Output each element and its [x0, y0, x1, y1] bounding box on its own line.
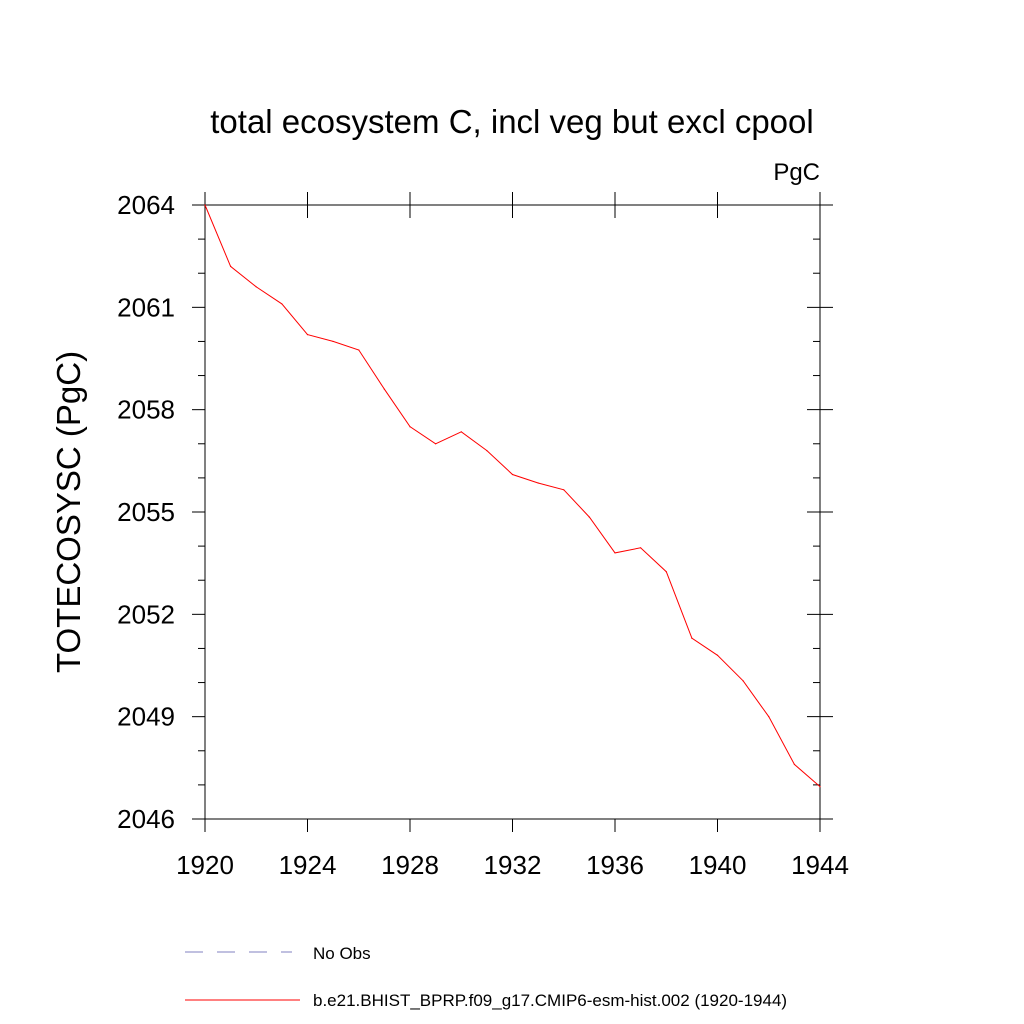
data-point — [230, 265, 232, 267]
data-point — [614, 552, 616, 554]
x-tick-label: 1944 — [791, 850, 849, 880]
x-tick-label: 1920 — [176, 850, 234, 880]
data-point — [332, 340, 334, 343]
data-point — [460, 431, 462, 433]
data-point — [435, 443, 437, 445]
data-point — [511, 473, 514, 476]
data-point — [383, 388, 385, 390]
y-tick-label: 2052 — [117, 599, 175, 629]
data-point — [537, 482, 539, 484]
data-point — [204, 204, 206, 206]
legend: No Obs b.e21.BHIST_BPRP.f09_g17.CMIP6-es… — [185, 944, 787, 1010]
data-point — [306, 334, 309, 336]
legend-label-no-obs: No Obs — [313, 944, 371, 963]
data-point — [742, 680, 744, 682]
data-point — [409, 426, 411, 428]
plot-frame — [204, 204, 821, 820]
x-tick-label: 1932 — [484, 850, 542, 880]
legend-label-series: b.e21.BHIST_BPRP.f09_g17.CMIP6-esm-hist.… — [313, 991, 787, 1010]
series-line-0 — [204, 204, 821, 787]
data-point — [768, 716, 770, 718]
y-tick-label: 2061 — [117, 292, 175, 322]
x-tick-label: 1936 — [586, 850, 644, 880]
data-point — [793, 763, 795, 766]
series-group — [204, 204, 821, 788]
units-label: PgC — [773, 159, 820, 186]
data-point — [588, 516, 590, 518]
data-point — [640, 547, 642, 549]
x-tick-label: 1940 — [689, 850, 747, 880]
y-tick-labels: 2046 2049 2052 2055 2058 2061 2064 — [117, 190, 175, 834]
data-point — [819, 785, 821, 788]
y-tick-label: 2064 — [117, 190, 175, 220]
chart-title: total ecosystem C, incl veg but excl cpo… — [210, 103, 813, 140]
y-tick-label: 2058 — [117, 395, 175, 425]
data-point — [281, 303, 283, 305]
data-point — [255, 286, 257, 288]
y-axis-label: TOTECOSYSC (PgC) — [50, 351, 87, 673]
x-tick-label: 1924 — [279, 850, 337, 880]
data-point — [486, 450, 488, 452]
y-tick-label: 2046 — [117, 804, 175, 834]
data-point — [716, 654, 719, 656]
axis-ticks — [192, 192, 833, 832]
data-point — [691, 637, 693, 639]
data-point — [665, 571, 667, 573]
data-point — [563, 489, 565, 491]
x-tick-labels: 1920 1924 1928 1932 1936 1940 1944 — [176, 850, 849, 880]
x-tick-label: 1928 — [381, 850, 439, 880]
y-tick-label: 2055 — [117, 497, 175, 527]
data-point — [358, 349, 360, 351]
y-tick-label: 2049 — [117, 702, 175, 732]
